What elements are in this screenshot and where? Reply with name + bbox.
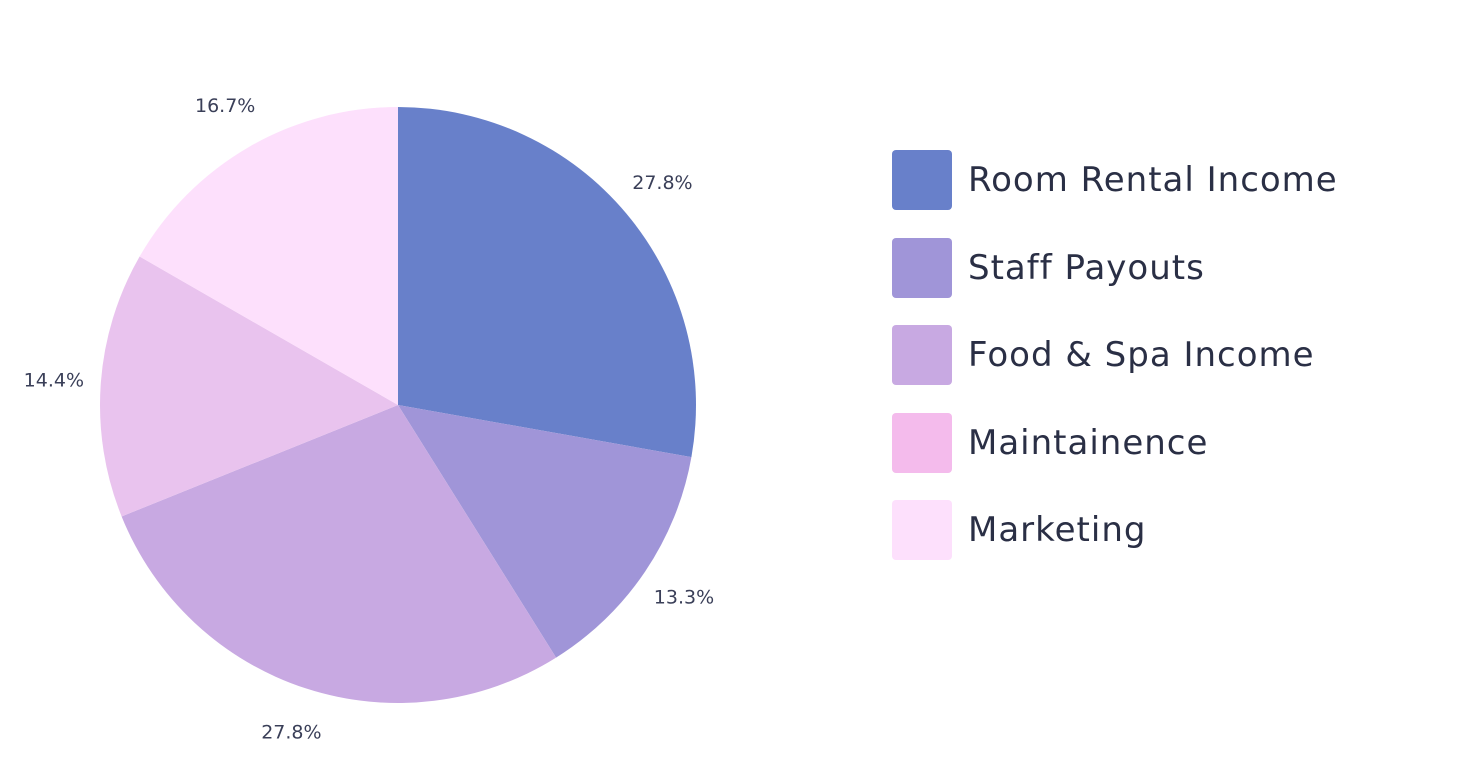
pie-slice-food-spa-income[interactable] — [121, 405, 557, 703]
legend-swatch — [892, 325, 952, 385]
legend-label: Room Rental Income — [968, 160, 1338, 200]
legend-label: Staff Payouts — [968, 247, 1205, 288]
pie-slice-room-rental-income[interactable] — [398, 107, 696, 458]
slice-percent-label: 13.3% — [654, 587, 714, 609]
legend-label: Marketing — [968, 510, 1147, 550]
legend-swatch — [892, 412, 952, 473]
pie-slice-staff-payouts[interactable] — [398, 405, 692, 658]
legend-item-marketing[interactable]: Marketing — [892, 500, 1338, 560]
legend-item-maintainence[interactable]: Maintainence — [892, 412, 1338, 473]
legend-swatch — [892, 150, 952, 210]
legend-swatch — [892, 237, 952, 298]
slice-percent-label: 14.4% — [24, 370, 84, 392]
slice-percent-label: 27.8% — [261, 722, 321, 744]
legend-label: Food & Spa Income — [968, 335, 1315, 375]
pie-slice-maintainence[interactable] — [99, 256, 398, 517]
legend-swatch — [892, 500, 952, 560]
legend-item-food-spa-income[interactable]: Food & Spa Income — [892, 325, 1338, 385]
slice-percent-label: 27.8% — [632, 172, 692, 194]
legend-item-room-rental-income[interactable]: Room Rental Income — [892, 150, 1338, 210]
slice-percent-label: 16.7% — [195, 95, 255, 117]
legend: Room Rental Income Staff Payouts Food & … — [892, 150, 1338, 588]
legend-label: Maintainence — [968, 422, 1209, 463]
legend-item-staff-payouts[interactable]: Staff Payouts — [892, 237, 1338, 298]
pie-slice-marketing[interactable] — [139, 106, 399, 405]
